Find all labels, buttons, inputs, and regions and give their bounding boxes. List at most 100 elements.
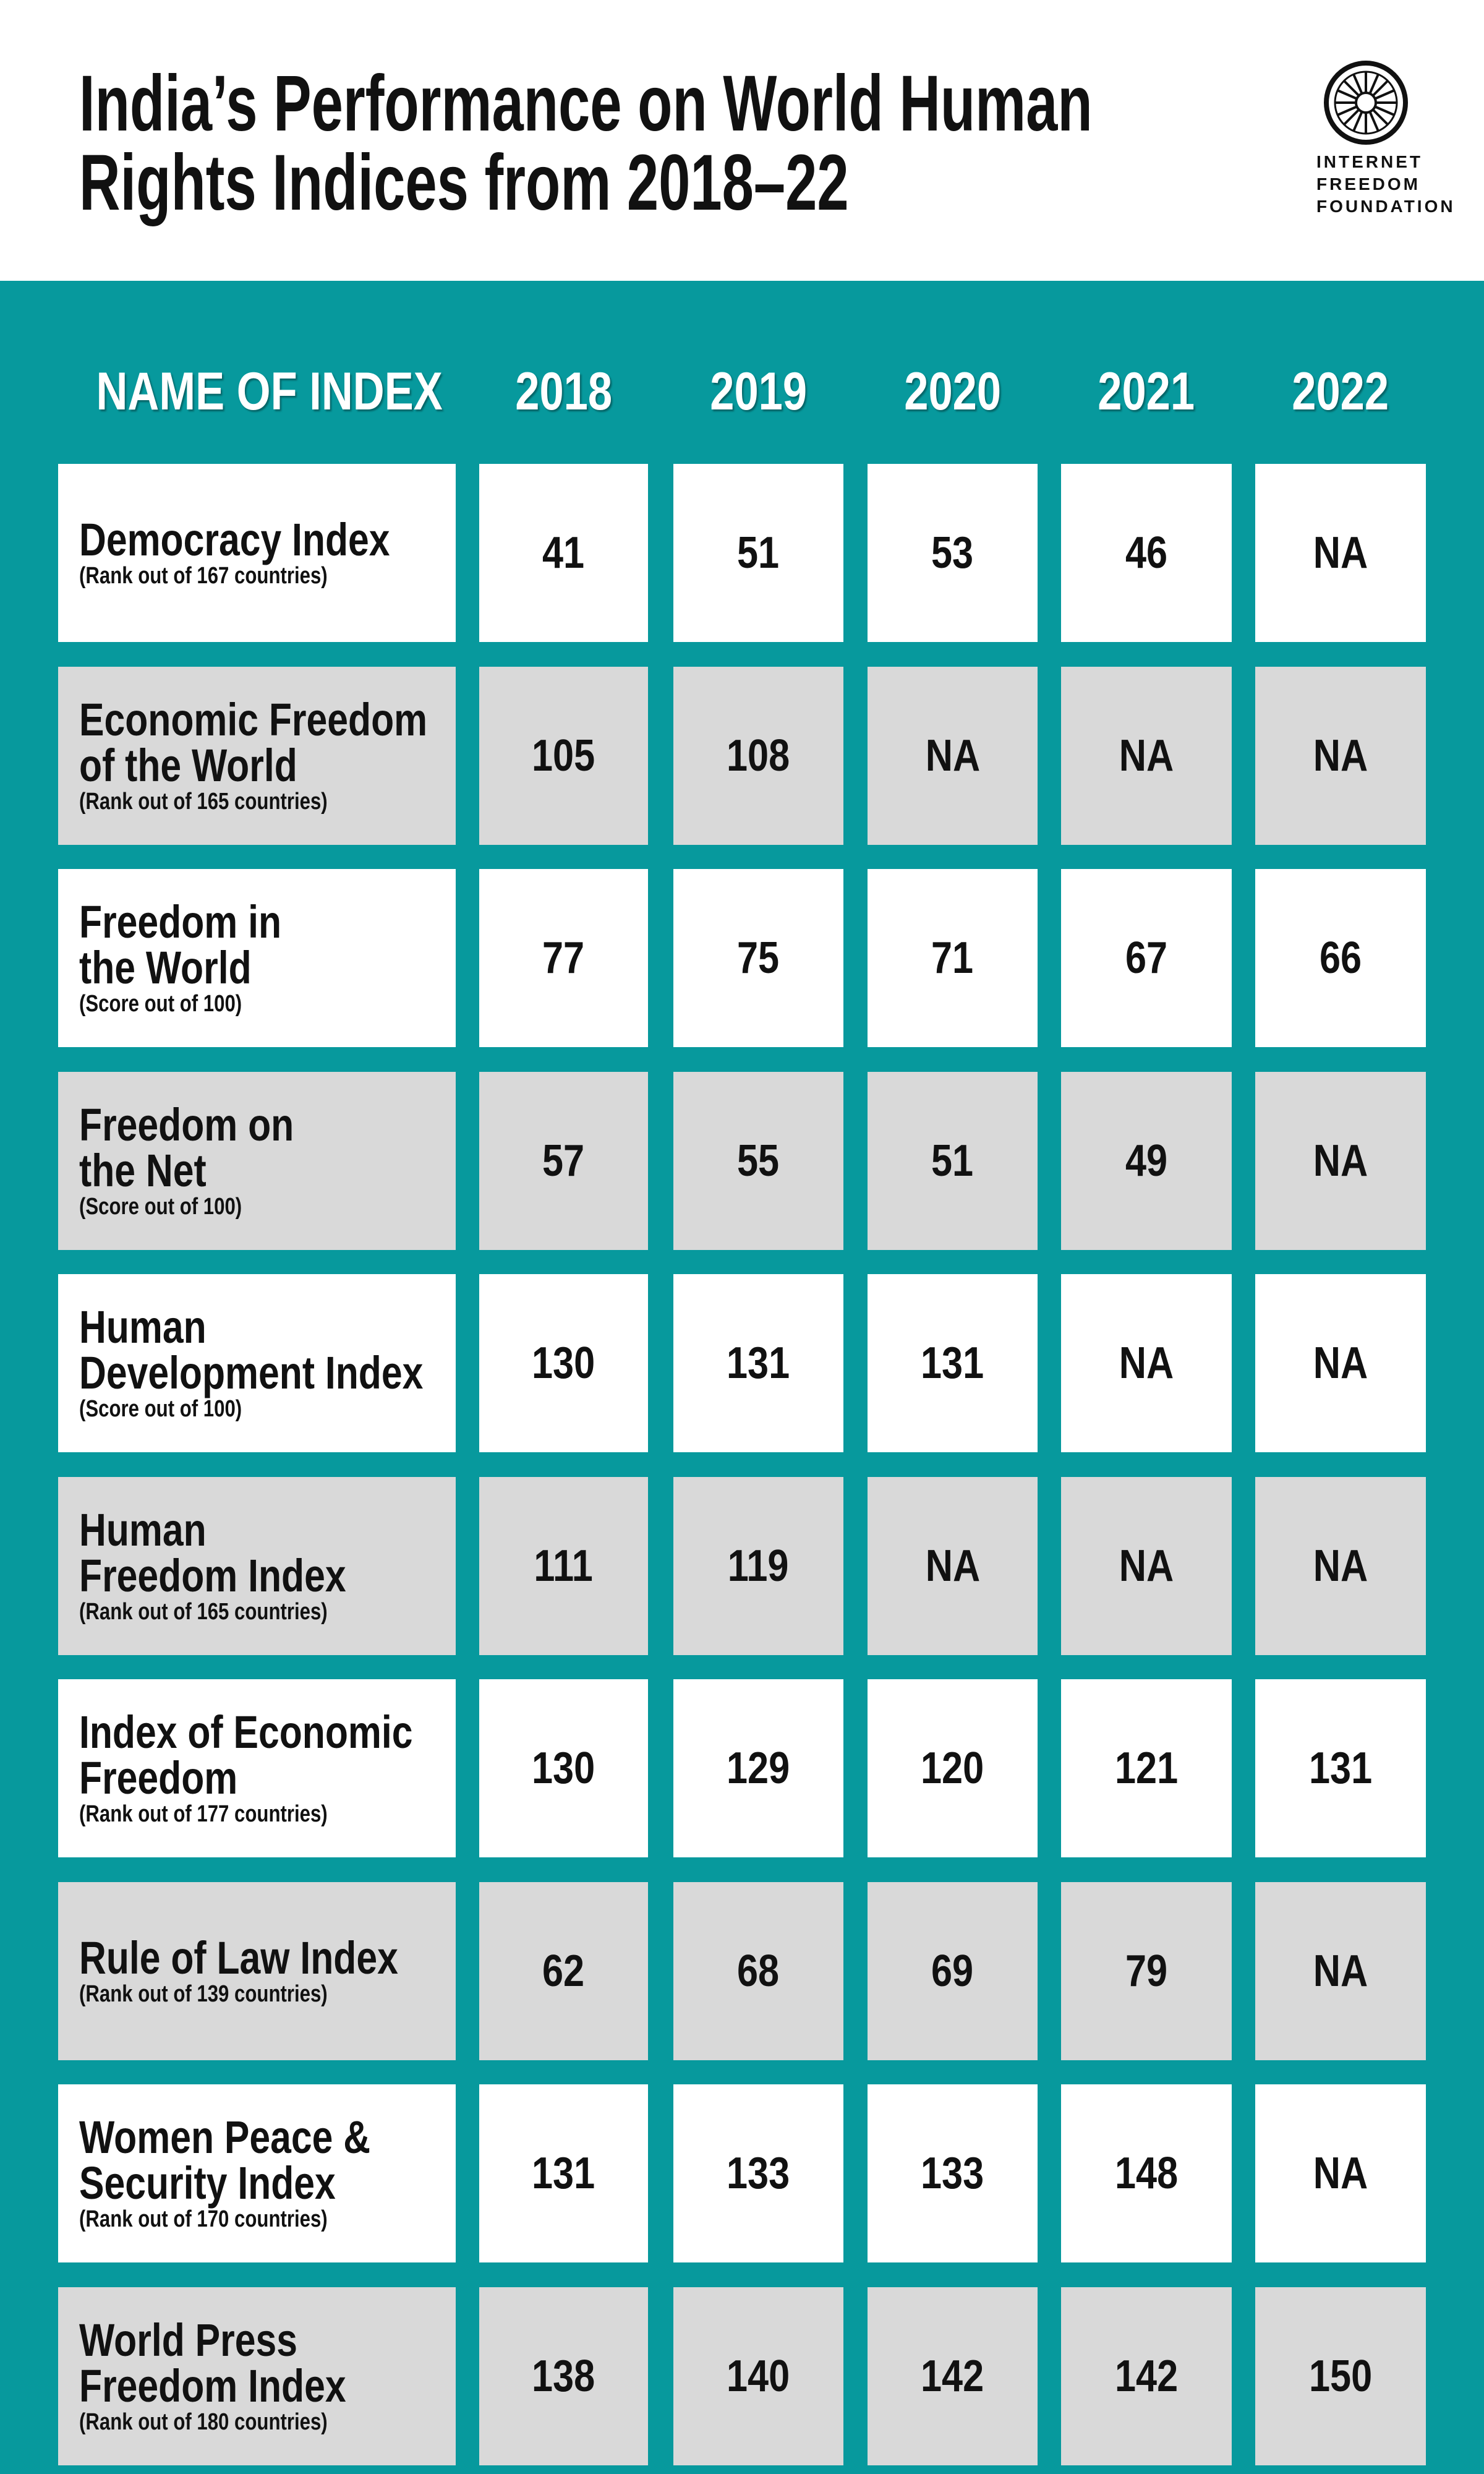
index-name: Freedom on <box>79 1098 294 1150</box>
name-box: Freedom in the World (Score out of 100) <box>79 869 281 1047</box>
value-cell: 133 <box>868 2084 1038 2262</box>
value-cell: 51 <box>673 464 843 642</box>
value-cell: NA <box>868 1476 1038 1655</box>
value-cell: 130 <box>479 1679 648 1857</box>
logo-icon <box>1324 61 1408 145</box>
name-cell: Index of Economic Freedom (Rank out of 177… <box>58 1679 456 1857</box>
value: 140 <box>727 2351 790 2401</box>
value-cell: 105 <box>479 666 648 845</box>
value-cell: 57 <box>479 1071 648 1250</box>
index-name: Freedom Index <box>79 2360 346 2412</box>
name-box: Human Development Index (Score out of 100) <box>79 1274 423 1452</box>
value: 79 <box>1125 1946 1168 1996</box>
value: 142 <box>1114 2351 1179 2401</box>
value: 77 <box>542 933 585 983</box>
name-box: Economic Freedom of the World (Rank out of… <box>79 667 427 845</box>
value-cell: 69 <box>868 1881 1038 2060</box>
value-cell: 67 <box>1061 869 1232 1047</box>
value-cell: 41 <box>479 464 648 642</box>
index-name: Human <box>79 1504 207 1556</box>
value: 130 <box>532 1338 595 1388</box>
value-cell: 75 <box>673 869 843 1047</box>
value: 66 <box>1319 933 1362 983</box>
index-name: of the World <box>79 739 297 791</box>
column-header-text: NAME OF INDEX <box>96 362 443 421</box>
value: 148 <box>1114 2149 1179 2198</box>
value: NA <box>1313 1136 1368 1186</box>
title-line: Rights Indices from 2018–22 <box>79 139 849 227</box>
value: 131 <box>727 1338 790 1388</box>
value: 75 <box>737 933 780 983</box>
value: 51 <box>737 528 780 578</box>
logo-text: INTERNET <box>1316 152 1423 171</box>
value: 62 <box>542 1946 585 1996</box>
value: 53 <box>931 528 974 578</box>
name-cell: Rule of Law Index (Rank out of 139 countr… <box>58 1881 456 2060</box>
value-cell: NA <box>1255 1476 1426 1655</box>
column-header: NAME OF INDEX <box>58 362 456 421</box>
name-cell: Human Development Index (Score out of 100) <box>58 1274 456 1452</box>
value: 67 <box>1125 933 1168 983</box>
logo-text: FOUNDATION <box>1316 197 1456 216</box>
value: NA <box>1119 1541 1174 1591</box>
value-cell: 51 <box>868 1071 1038 1250</box>
value: 49 <box>1125 1136 1168 1186</box>
value-cell: 148 <box>1061 2084 1232 2262</box>
value: 71 <box>931 933 974 983</box>
value-cell: 46 <box>1061 464 1232 642</box>
value: 142 <box>921 2351 984 2401</box>
name-cell: Human Freedom Index (Rank out of 165 count… <box>58 1476 456 1655</box>
value-cell: 62 <box>479 1881 648 2060</box>
index-name: Freedom <box>79 1752 238 1804</box>
index-name: Democracy Index <box>79 514 390 565</box>
value-cell: 131 <box>868 1274 1038 1452</box>
value: 57 <box>542 1136 585 1186</box>
value-cell: 66 <box>1255 869 1426 1047</box>
column-header-text: 2018 <box>515 362 612 421</box>
value-cell: 131 <box>673 1274 843 1452</box>
value: NA <box>1313 1338 1368 1388</box>
index-name: Rule of Law Index <box>79 1932 398 1984</box>
column-header-text: 2020 <box>904 362 1001 421</box>
value-cell: 49 <box>1061 1071 1232 1250</box>
index-name: Freedom in <box>79 896 282 948</box>
value-cell: 138 <box>479 2287 648 2465</box>
index-name: Economic Freedom <box>79 693 428 745</box>
column-header-text: 2021 <box>1098 362 1195 421</box>
index-note: (Rank out of 170 countries) <box>79 2206 328 2232</box>
value-cell: 131 <box>479 2084 648 2262</box>
value: 46 <box>1125 528 1168 578</box>
logo-text: FREEDOM <box>1316 174 1420 194</box>
value-cell: 108 <box>673 666 843 845</box>
index-note: (Score out of 100) <box>79 1396 242 1422</box>
value-cell: 133 <box>673 2084 843 2262</box>
value-cell: 77 <box>479 869 648 1047</box>
name-box: Human Freedom Index (Rank out of 165 count… <box>79 1477 346 1655</box>
value: 51 <box>931 1136 974 1186</box>
value: NA <box>1119 1338 1174 1388</box>
value: 108 <box>727 730 790 781</box>
value-cell: 142 <box>868 2287 1038 2465</box>
value: NA <box>1313 1946 1368 1996</box>
name-box: Women Peace & Security Index (Rank out of … <box>79 2084 370 2262</box>
index-name: the World <box>79 942 252 993</box>
index-name: Index of Economic <box>79 1706 413 1758</box>
value: 131 <box>921 1338 984 1388</box>
name-box: Democracy Index (Rank out of 167 countrie… <box>79 464 390 642</box>
value-cell: NA <box>1255 1881 1426 2060</box>
name-cell: Economic Freedom of the World (Rank out of… <box>58 666 456 845</box>
name-cell: Freedom on the Net (Score out of 100) <box>58 1071 456 1250</box>
value: 69 <box>931 1946 974 1996</box>
value: 133 <box>921 2149 984 2198</box>
value: 41 <box>542 528 585 578</box>
value-cell: NA <box>868 666 1038 845</box>
value-cell: 142 <box>1061 2287 1232 2465</box>
value: NA <box>1313 730 1368 781</box>
index-note: (Rank out of 165 countries) <box>79 1598 328 1625</box>
value-cell: 79 <box>1061 1881 1232 2060</box>
value: 105 <box>532 730 595 781</box>
value: NA <box>1119 730 1174 781</box>
index-note: (Rank out of 165 countries) <box>79 788 328 815</box>
column-header: 2018 <box>479 362 648 421</box>
